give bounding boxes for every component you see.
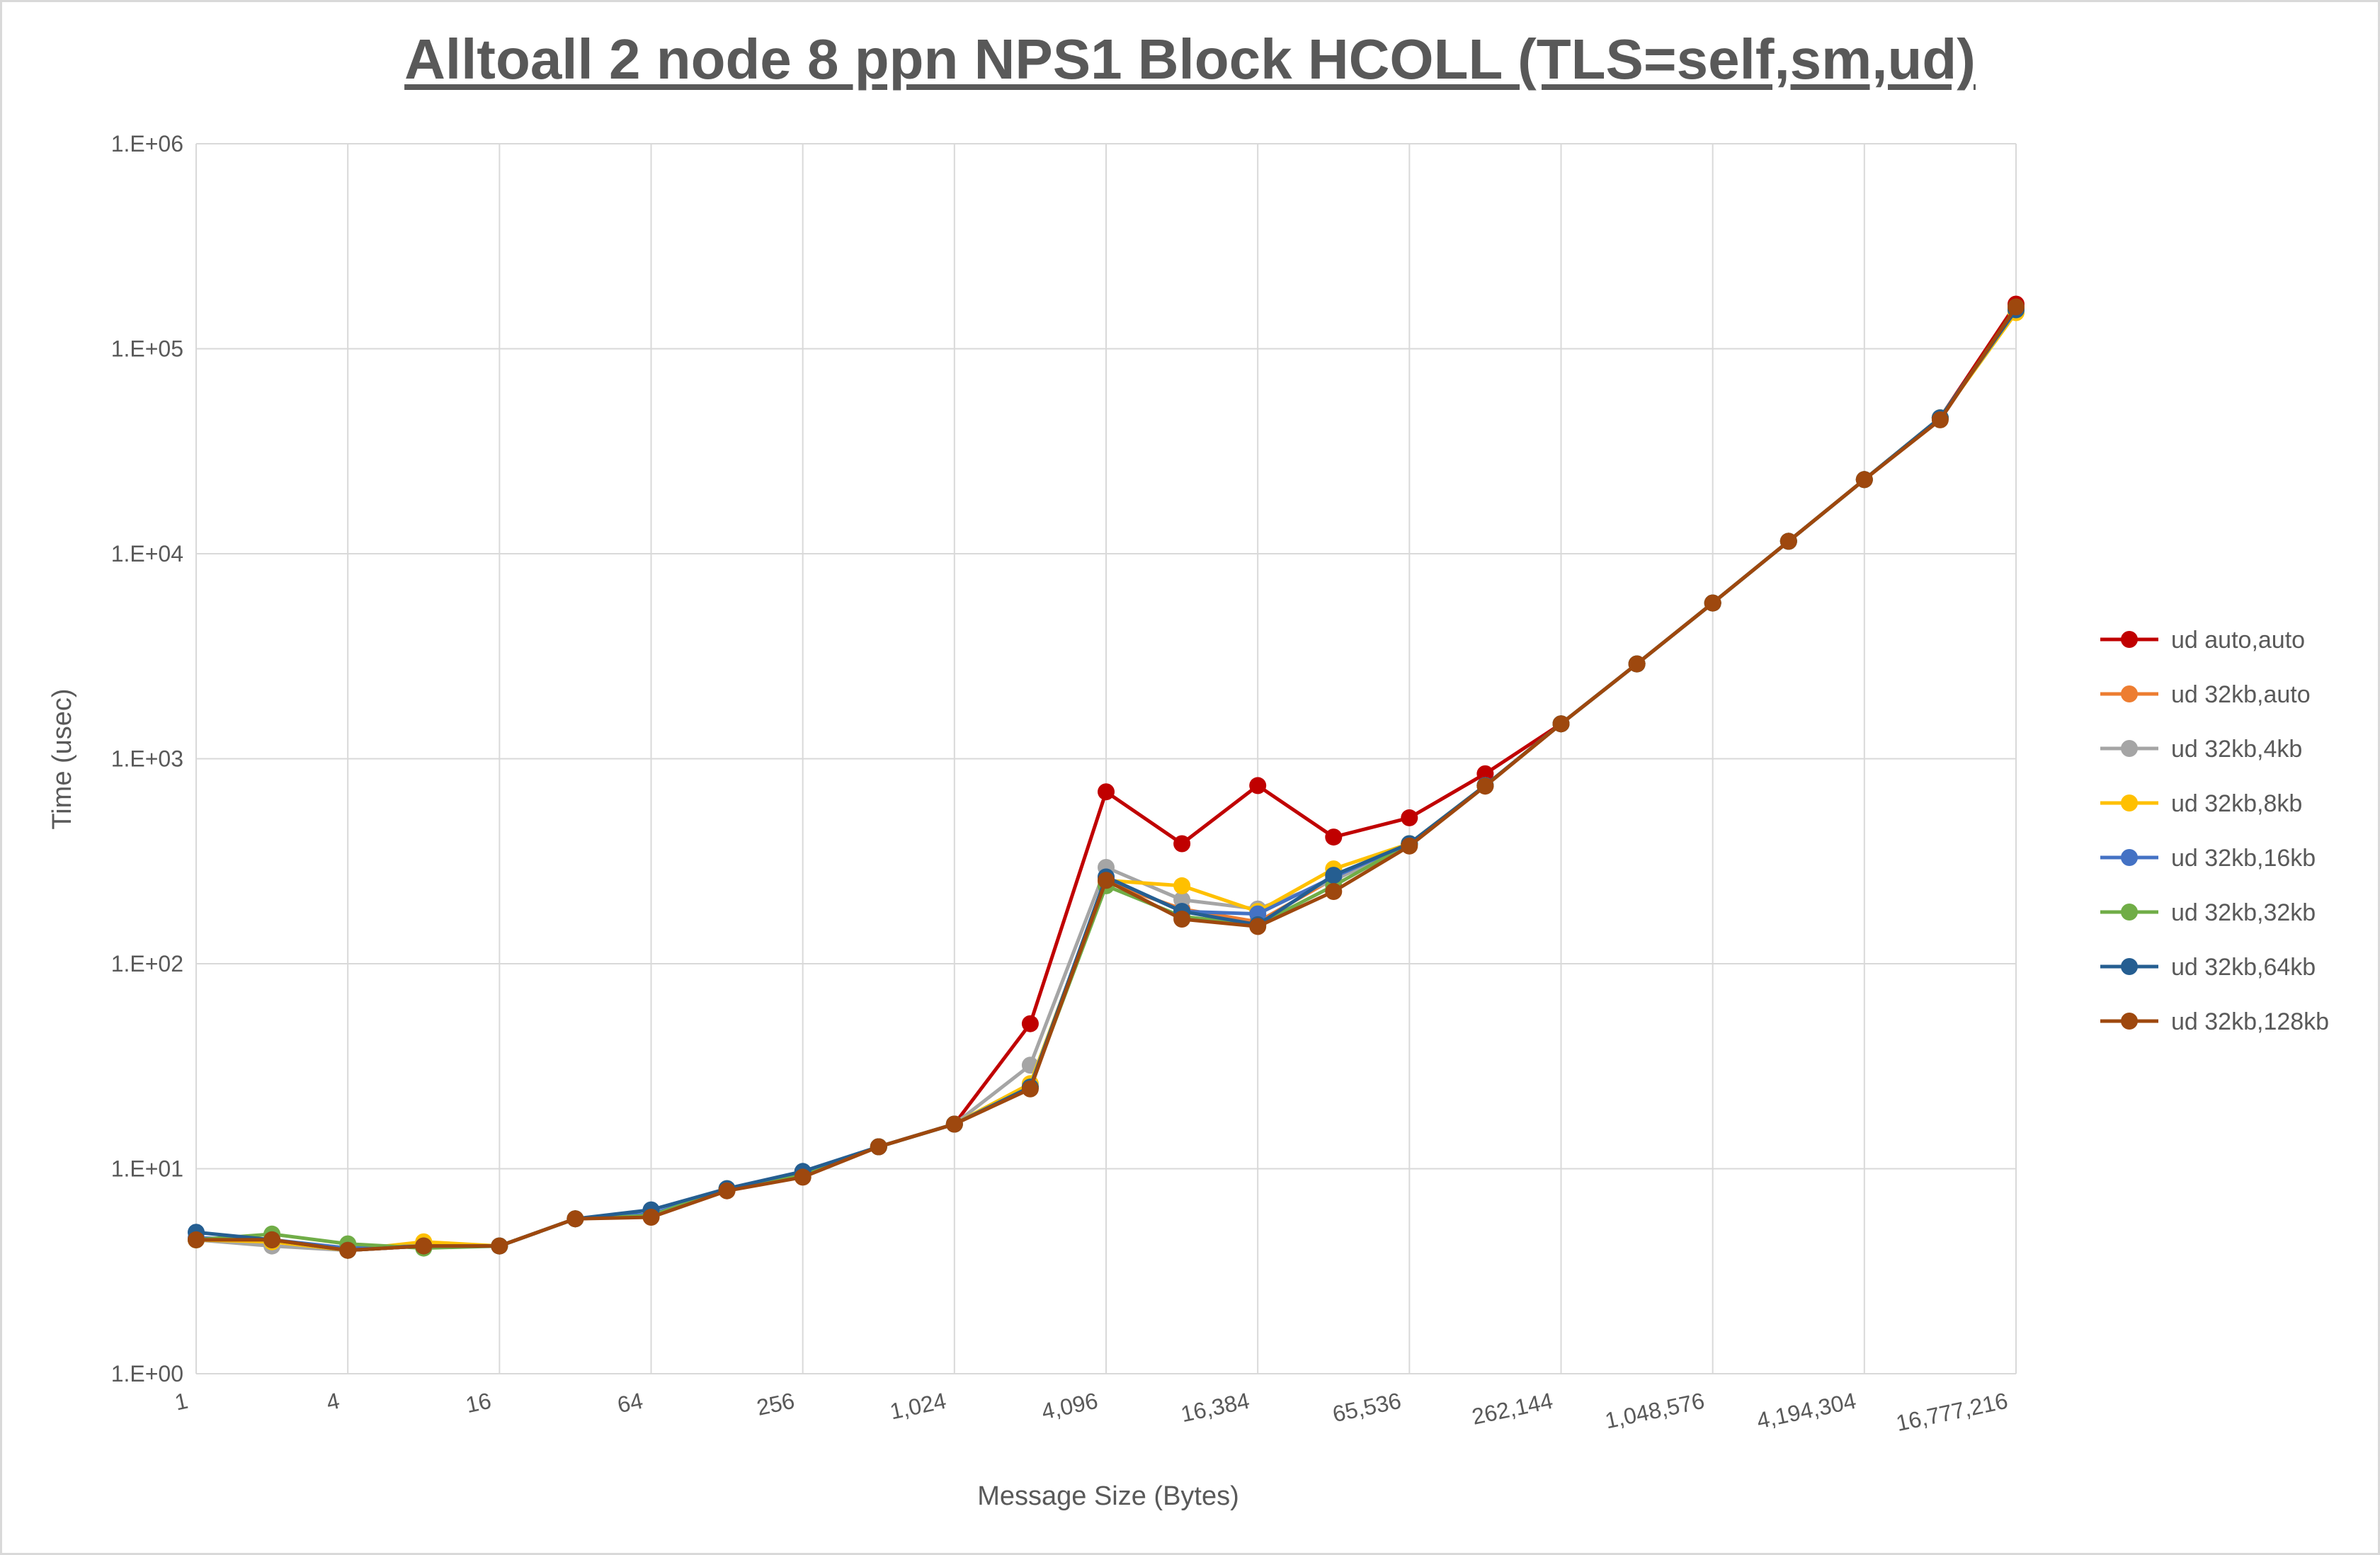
- x-axis-ticks: 1 4 16 64 256 1,024 4,096 16,384 65,536 262,144 1,…: [173, 1388, 2010, 1437]
- y-tick-label: 1.E+01: [111, 1156, 183, 1182]
- data-point: [1173, 911, 1191, 928]
- data-point: [1325, 883, 1343, 900]
- x-axis-title: Message Size (Bytes): [977, 1481, 1239, 1511]
- legend-item: ud 32kb,32kb: [2100, 899, 2316, 926]
- legend-item: ud 32kb,16kb: [2100, 845, 2316, 872]
- y-tick-label: 1.E+05: [111, 336, 183, 362]
- legend-item: ud auto,auto: [2100, 627, 2305, 654]
- data-point: [1021, 1080, 1039, 1098]
- x-tick-label: 4,096: [1040, 1388, 1100, 1425]
- y-tick-label: 1.E+04: [111, 541, 183, 566]
- x-tick-label: 256: [754, 1388, 797, 1420]
- legend-marker: [2121, 631, 2138, 648]
- legend-label: ud 32kb,128kb: [2171, 1008, 2329, 1035]
- data-point: [1855, 471, 1873, 489]
- data-point: [1021, 1015, 1039, 1032]
- chart-title: Alltoall 2 node 8 ppn NPS1 Block HCOLL (…: [404, 28, 1976, 91]
- legend-marker: [2121, 740, 2138, 757]
- legend-marker: [2121, 1013, 2138, 1030]
- x-tick-label: 65,536: [1331, 1388, 1403, 1428]
- legend-marker: [2121, 904, 2138, 921]
- data-point: [1173, 877, 1191, 894]
- y-tick-label: 1.E+06: [111, 131, 183, 156]
- legend-marker: [2121, 849, 2138, 866]
- data-point: [1098, 872, 1115, 889]
- data-point: [1325, 867, 1343, 884]
- data-point: [1173, 835, 1191, 853]
- data-point: [1249, 918, 1267, 935]
- data-point: [339, 1241, 357, 1259]
- data-point: [718, 1182, 736, 1200]
- data-point: [263, 1231, 281, 1248]
- legend-label: ud 32kb,16kb: [2171, 845, 2316, 872]
- legend-marker: [2121, 685, 2138, 702]
- data-point: [1704, 594, 1721, 612]
- x-tick-label: 1: [173, 1388, 190, 1416]
- x-tick-label: 64: [615, 1388, 645, 1418]
- x-tick-label: 16,384: [1178, 1388, 1251, 1428]
- data-point: [945, 1115, 963, 1133]
- legend-item: ud 32kb,64kb: [2100, 954, 2316, 981]
- legend-item: ud 32kb,4kb: [2100, 736, 2302, 763]
- data-point: [794, 1168, 812, 1186]
- data-point: [1401, 809, 1418, 826]
- legend-marker: [2121, 794, 2138, 811]
- data-point: [1401, 837, 1418, 855]
- x-tick-label: 16: [463, 1388, 493, 1418]
- data-point: [1552, 715, 1570, 733]
- legend-label: ud 32kb,4kb: [2171, 736, 2302, 763]
- x-tick-label: 4,194,304: [1755, 1388, 1859, 1434]
- grid: [195, 143, 2017, 1374]
- data-point: [566, 1210, 584, 1228]
- data-point: [1325, 828, 1343, 846]
- legend-label: ud 32kb,8kb: [2171, 790, 2302, 817]
- x-tick-label: 262,144: [1469, 1388, 1555, 1430]
- y-tick-label: 1.E+02: [111, 951, 183, 976]
- legend: ud auto,auto ud 32kb,auto ud 32kb,4kb ud 32…: [2100, 627, 2329, 1035]
- data-point: [1476, 778, 1494, 795]
- data-point: [188, 1231, 205, 1248]
- x-tick-label: 1,048,576: [1602, 1388, 1707, 1434]
- series-layer: [188, 295, 2025, 1259]
- data-point: [2008, 298, 2025, 316]
- data-point: [1098, 783, 1115, 801]
- legend-label: ud 32kb,auto: [2171, 681, 2311, 708]
- data-point: [415, 1237, 433, 1255]
- y-tick-label: 1.E+03: [111, 746, 183, 772]
- x-tick-label: 16,777,216: [1894, 1388, 2010, 1437]
- legend-label: ud 32kb,64kb: [2171, 954, 2316, 981]
- data-point: [491, 1237, 508, 1255]
- legend-item: ud 32kb,8kb: [2100, 790, 2302, 817]
- y-tick-label: 1.E+00: [111, 1361, 183, 1386]
- legend-item: ud 32kb,128kb: [2100, 1008, 2329, 1035]
- legend-marker: [2121, 958, 2138, 975]
- data-point: [1173, 891, 1191, 908]
- legend-item: ud 32kb,auto: [2100, 681, 2311, 708]
- x-tick-label: 4: [324, 1388, 342, 1416]
- legend-label: ud 32kb,32kb: [2171, 899, 2316, 926]
- y-axis-title: Time (usec): [47, 688, 77, 829]
- data-point: [1249, 777, 1267, 794]
- data-point: [1780, 532, 1797, 550]
- data-point: [1628, 655, 1646, 673]
- data-point: [1931, 411, 1949, 428]
- y-axis-ticks: 1.E+00 1.E+01 1.E+02 1.E+03 1.E+04 1.E+05 1.E+…: [111, 131, 183, 1386]
- data-point: [642, 1209, 660, 1226]
- data-point: [870, 1138, 887, 1156]
- x-tick-label: 1,024: [887, 1388, 948, 1425]
- series-7: [188, 298, 2025, 1259]
- data-point: [1476, 765, 1494, 782]
- legend-label: ud auto,auto: [2171, 627, 2305, 654]
